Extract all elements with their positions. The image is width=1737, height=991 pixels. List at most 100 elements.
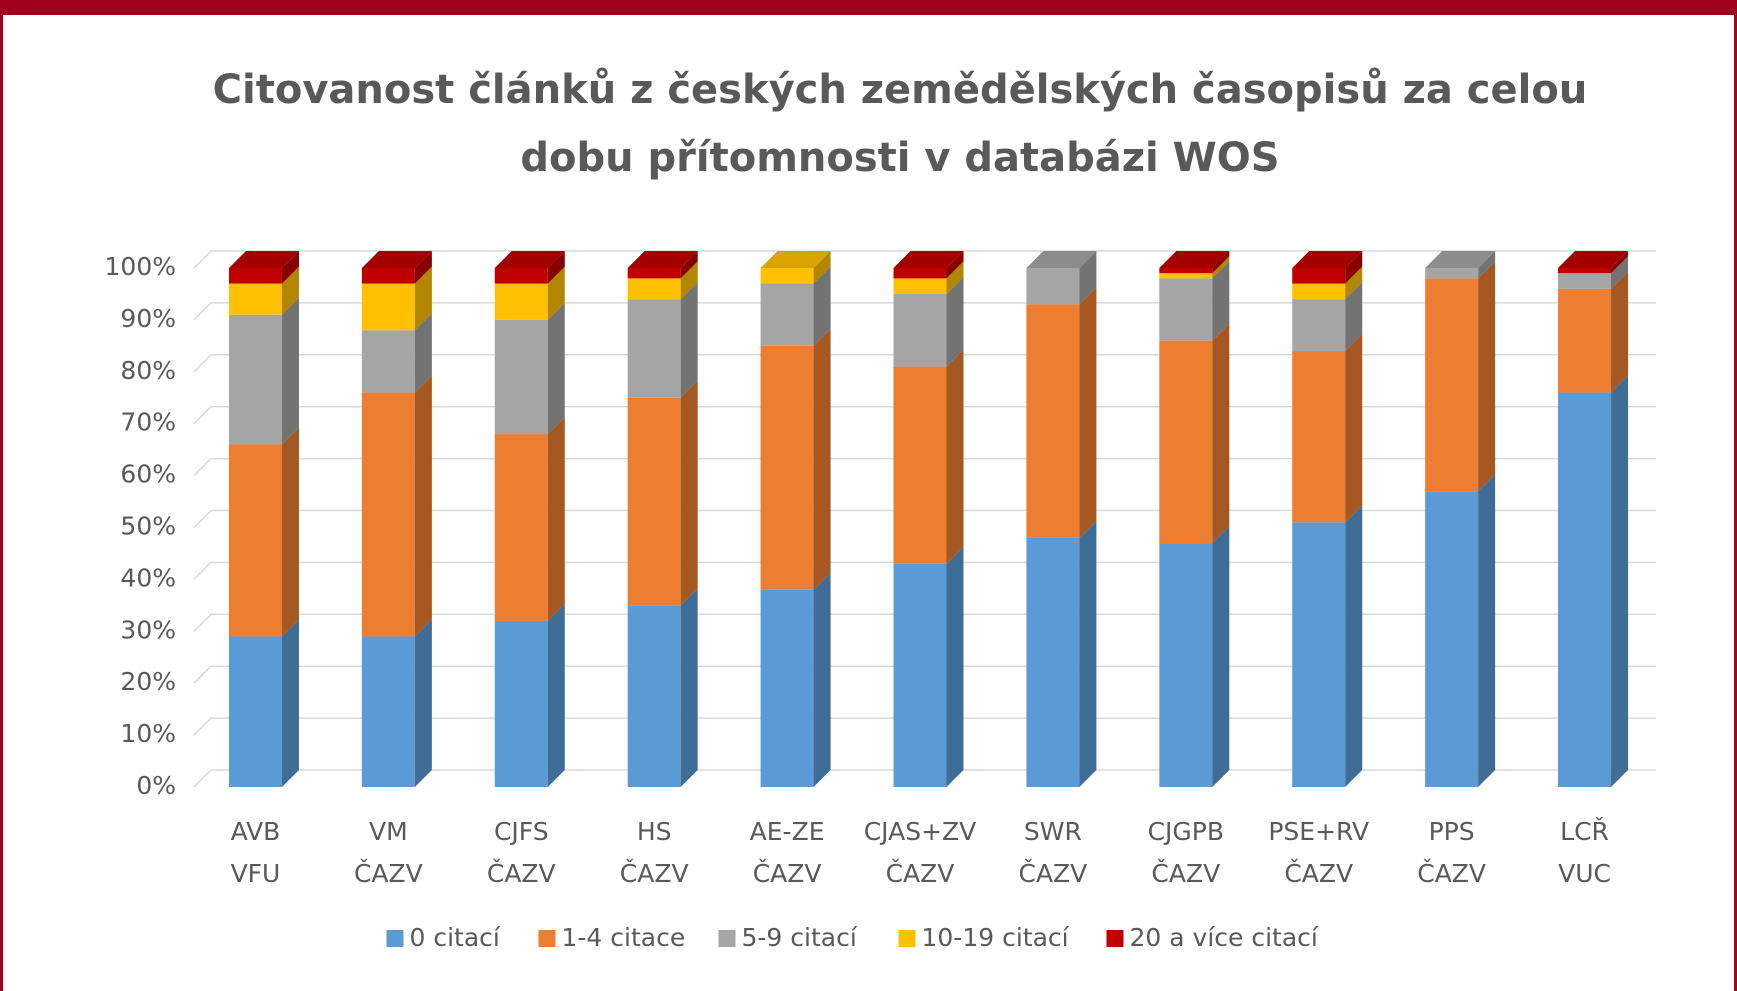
x-tick-label: CJFS xyxy=(494,817,549,846)
bar-segment-side xyxy=(946,261,964,294)
y-tick-label: 20% xyxy=(120,667,176,696)
x-tick-label: PPS xyxy=(1429,817,1475,846)
bar-segment-side xyxy=(813,328,831,590)
bar-segment xyxy=(361,268,415,284)
bar-segment-top xyxy=(361,251,432,268)
bar-segment xyxy=(1159,340,1213,544)
bar-segment xyxy=(1425,268,1479,279)
legend-label: 20 a více citací xyxy=(1130,923,1319,952)
bar-segment-side xyxy=(281,427,299,637)
bar-segment-side xyxy=(547,603,565,787)
bar-segment-side xyxy=(1611,251,1629,274)
bar-segment xyxy=(494,268,548,284)
bar-segment-top xyxy=(893,251,964,268)
bar-segment-side xyxy=(680,251,698,279)
bar-segment-side xyxy=(1079,287,1097,538)
x-tick-label: PSE+RV xyxy=(1268,817,1369,846)
x-tick-label: ČAZV xyxy=(1151,858,1220,888)
bar-segment-side xyxy=(1345,334,1363,523)
bar-segment-side xyxy=(1611,375,1629,787)
y-tick-label: 70% xyxy=(120,408,176,437)
bar-segment-side xyxy=(547,251,565,284)
x-tick-label: ČAZV xyxy=(1417,858,1486,888)
bar-segment-side xyxy=(1212,323,1230,544)
bar-segment-side xyxy=(946,349,964,564)
y-tick-label: 80% xyxy=(120,356,176,385)
legend-swatch xyxy=(538,930,556,947)
bar-segment-side xyxy=(1345,266,1363,300)
x-tick-label: CJGPB xyxy=(1148,817,1224,846)
grid-line xyxy=(193,509,212,529)
y-tick-label: 100% xyxy=(105,252,176,281)
bar-segment xyxy=(228,268,282,284)
bar-segment-top xyxy=(1558,251,1629,268)
y-tick-label: 0% xyxy=(136,771,176,800)
y-tick-label: 30% xyxy=(120,615,176,644)
bar-segment xyxy=(1026,268,1080,305)
bar-segment-side xyxy=(281,619,299,787)
bar-segment-side xyxy=(680,261,698,300)
bar-segment-side xyxy=(547,302,565,435)
bar-segment xyxy=(228,636,282,787)
bar-segment-side xyxy=(1611,256,1629,289)
bar-segment xyxy=(494,283,548,320)
bar-segment xyxy=(1558,273,1612,289)
x-tick-label: ČAZV xyxy=(354,858,423,888)
x-tick-label: AVB xyxy=(231,817,281,846)
bar-segment xyxy=(1425,491,1479,787)
bar-segment xyxy=(494,620,548,787)
bar-segment-top xyxy=(494,251,565,268)
bar-segment xyxy=(1425,278,1479,492)
bar-segment xyxy=(1026,537,1080,787)
x-tick-label: VM xyxy=(369,817,408,846)
bar-segment xyxy=(1159,278,1213,341)
bar-segment-side xyxy=(281,297,299,445)
legend-swatch xyxy=(1106,930,1124,947)
bar-segment xyxy=(893,278,947,294)
x-tick-label: ČAZV xyxy=(620,858,689,888)
x-tick-label: VFU xyxy=(231,859,281,888)
grid-line xyxy=(193,458,212,477)
grid-line xyxy=(193,613,212,632)
x-tick-label: ČAZV xyxy=(1019,858,1088,888)
grid-line xyxy=(193,717,212,736)
bar-segment-side xyxy=(1079,251,1097,305)
bar-segment-side xyxy=(1345,505,1363,787)
bar-segment-side xyxy=(1345,251,1363,284)
bar-segment-side xyxy=(680,380,698,606)
bar-segment xyxy=(228,314,282,445)
x-tick-label: ČAZV xyxy=(753,858,822,888)
grid-line xyxy=(193,354,212,373)
bar-segment-side xyxy=(1478,251,1496,279)
bar-segment xyxy=(1292,299,1346,352)
y-tick-label: 60% xyxy=(120,460,176,489)
bar-segment-side xyxy=(1212,526,1230,787)
grid-line xyxy=(193,250,212,269)
bar-segment xyxy=(1558,392,1612,787)
x-tick-label: SWR xyxy=(1024,817,1082,846)
bar-segment xyxy=(893,293,947,367)
grid-line xyxy=(193,769,212,788)
x-tick-label: LCŘ xyxy=(1560,817,1609,846)
bar-segment-side xyxy=(414,375,432,637)
bar-segment xyxy=(760,345,814,590)
y-tick-label: 10% xyxy=(120,719,176,748)
bar-segment xyxy=(228,283,282,315)
top-border xyxy=(0,0,1737,15)
bar-segment xyxy=(760,283,814,346)
bar-segment-top xyxy=(1159,251,1230,268)
bar-segment xyxy=(627,605,681,787)
bar-segment-side xyxy=(1212,256,1230,279)
bar-segment-side xyxy=(813,572,831,787)
bar-segment-side xyxy=(1212,251,1230,274)
bar-segment-top xyxy=(627,251,698,268)
bar-segment xyxy=(1159,268,1213,274)
bar-segment-top xyxy=(1425,251,1496,268)
bar-segment xyxy=(228,444,282,637)
bar-segment-side xyxy=(813,266,831,346)
bar-segment-side xyxy=(281,251,299,284)
bar-segment xyxy=(1292,522,1346,787)
bar-segment xyxy=(893,563,947,787)
bar-segment-side xyxy=(946,276,964,367)
